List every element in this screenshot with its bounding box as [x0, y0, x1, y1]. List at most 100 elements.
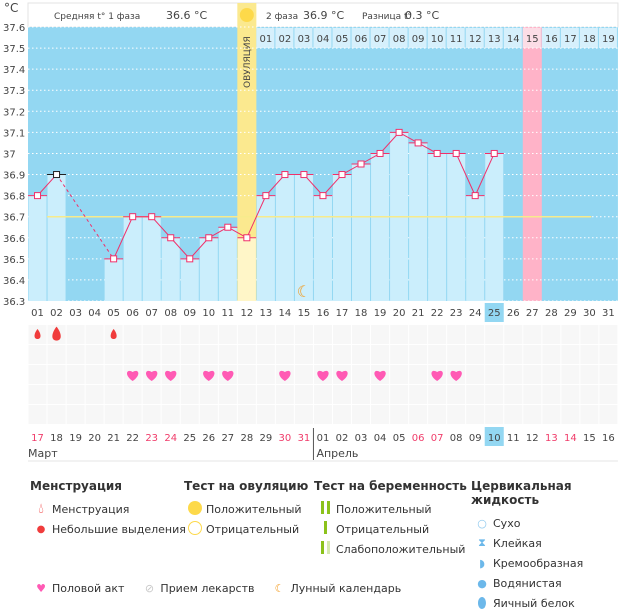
symptom-cell — [466, 365, 485, 384]
temperature-bar — [428, 153, 447, 301]
y-tick-label: 36.7 — [3, 213, 25, 224]
temperature-point — [433, 149, 441, 157]
calendar-date: 10 — [488, 433, 501, 444]
symptom-cell — [352, 345, 371, 364]
phase2-day-cell — [389, 28, 408, 48]
phase2-day-label: 19 — [602, 34, 615, 45]
symptom-cell — [180, 345, 199, 364]
symptom-cell — [142, 325, 161, 344]
legend-item: Отрицательный — [336, 522, 430, 536]
symptom-cell — [504, 405, 523, 424]
phase2-day-label: 12 — [469, 34, 482, 45]
heart-icon — [126, 370, 139, 381]
symptom-cell — [409, 385, 428, 404]
small-drop-icon: ● — [36, 523, 46, 535]
heart-icon — [146, 370, 158, 381]
symptom-cell — [218, 405, 237, 424]
symptom-cell — [542, 385, 561, 404]
symptom-cell — [142, 405, 161, 424]
symptom-cell — [409, 325, 428, 344]
y-tick-label: 37.3 — [3, 86, 25, 97]
heart-icon — [450, 370, 462, 381]
temperature-line — [246, 195, 267, 238]
moon-icon: ☾ — [274, 581, 285, 595]
symptom-cell — [256, 345, 275, 364]
symptom-cell — [256, 325, 275, 344]
symptom-cell — [161, 405, 180, 424]
symptom-cell — [504, 365, 523, 384]
cycle-day-label: 01 — [31, 308, 44, 319]
heart-icon: ♥ — [36, 581, 46, 595]
symptom-cell — [447, 405, 466, 424]
sticky-icon: ⧗ — [478, 536, 486, 549]
symptom-cell — [294, 345, 313, 364]
temperature-bar — [313, 195, 332, 301]
temperature-bar — [352, 164, 371, 301]
legend-ovulation-test: Тест на овуляцию Положительный Отрицател… — [184, 479, 308, 539]
legend-item: Лунный календарь — [290, 581, 402, 595]
calendar-date: 13 — [545, 433, 558, 444]
symptom-cell — [256, 365, 275, 384]
cycle-day-label: 16 — [317, 308, 330, 319]
calendar-date: 11 — [507, 433, 520, 444]
symptom-cell — [85, 385, 104, 404]
calendar-date: 17 — [31, 433, 44, 444]
symptom-cell — [123, 345, 142, 364]
phase1-label: Средняя t° 1 фаза — [54, 12, 140, 22]
legend-title: Тест на овуляцию — [184, 479, 309, 493]
phase2-day-label: 09 — [412, 34, 425, 45]
phase2-day-label: 07 — [374, 34, 387, 45]
symptom-cell — [332, 405, 352, 424]
y-tick-label: 36.8 — [3, 192, 25, 203]
cycle-day-label: 28 — [545, 308, 558, 319]
symptom-cell — [561, 365, 580, 384]
temperature-point — [300, 171, 308, 179]
phase2-day-cell — [313, 28, 332, 48]
calendar-date: 04 — [374, 433, 387, 444]
cycle-day-label: 19 — [374, 308, 387, 319]
symptom-cell — [390, 385, 409, 404]
calendar-date: 28 — [240, 433, 253, 444]
temperature-bar — [256, 195, 275, 301]
temperature-line — [170, 237, 191, 260]
symptom-cell — [504, 325, 523, 344]
symptom-cell — [294, 385, 313, 404]
calendar-date: 14 — [564, 433, 577, 444]
calendar-date: 31 — [298, 433, 311, 444]
symptom-cell — [199, 405, 218, 424]
phase2-day-cell — [256, 28, 275, 48]
temperature-point — [281, 171, 289, 179]
phase2-day-label: 11 — [450, 34, 463, 45]
temperature-bar — [199, 237, 218, 301]
symptom-cell — [428, 405, 447, 424]
legend-other: ♥ Половой акт ⊘ Прием лекарств ☾ Лунный кал… — [30, 578, 401, 598]
legend-pregnancy-test: Тест на беременность Положительный Отриц… — [314, 479, 467, 559]
egg-white-icon: ⬮ — [477, 594, 487, 612]
symptom-cell — [47, 405, 66, 424]
menstruation-drop-icon — [110, 329, 117, 339]
temperature-bar — [371, 153, 390, 301]
symptom-cell — [599, 405, 618, 424]
calendar-date: 01 — [317, 433, 330, 444]
heart-icon — [165, 370, 177, 381]
temperature-point — [357, 160, 365, 168]
symptom-cell — [66, 385, 85, 404]
temperature-bar — [466, 195, 485, 301]
symptom-cell — [218, 345, 237, 364]
symptom-cell — [561, 405, 580, 424]
symptom-cell — [28, 345, 47, 364]
temperature-point — [167, 234, 175, 242]
temperature-bar — [332, 174, 352, 301]
symptom-cell — [485, 365, 504, 384]
symptom-cell — [85, 405, 104, 424]
symptom-cell — [352, 365, 371, 384]
symptom-cell — [466, 325, 485, 344]
current-day-highlight — [484, 303, 504, 322]
symptom-cell — [256, 385, 275, 404]
legend-title: Цервикальная жидкость — [471, 479, 572, 507]
symptom-cell — [485, 405, 504, 424]
symptom-cell — [66, 365, 85, 384]
cycle-day-label: 31 — [602, 308, 615, 319]
cycle-day-label: 02 — [50, 308, 63, 319]
symptom-cell — [313, 405, 332, 424]
